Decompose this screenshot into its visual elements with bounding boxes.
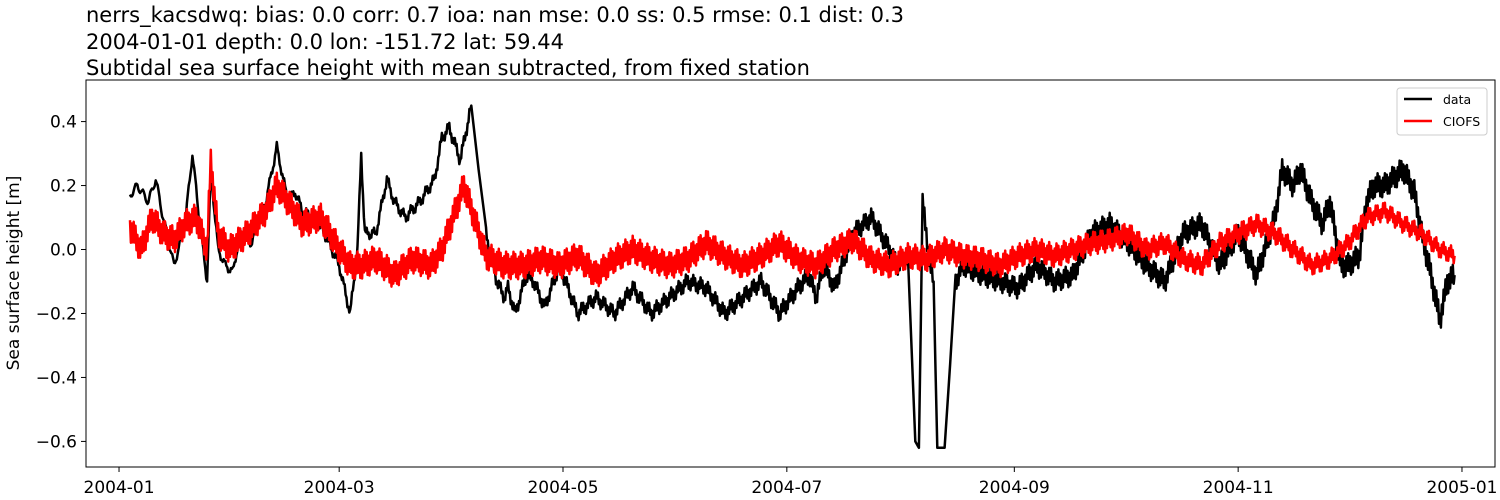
legend-label-ciofs: CIOFS	[1443, 114, 1480, 129]
y-tick-label: 0.0	[50, 241, 77, 261]
chart-title-line-3: Subtidal sea surface height with mean su…	[86, 56, 810, 80]
chart-title-group: nerrs_kacsdwq: bias: 0.0 corr: 0.7 ioa: …	[86, 3, 904, 80]
series-layer	[128, 104, 1456, 450]
x-tick-label: 2004-09	[979, 478, 1050, 498]
series-line-data	[128, 104, 1456, 450]
y-tick-label: 0.2	[50, 177, 77, 197]
x-tick-label: 2004-07	[751, 478, 822, 498]
x-tick-label: 2005-01	[1426, 478, 1497, 498]
x-tick-label: 2004-03	[304, 478, 375, 498]
y-tick-label: 0.4	[50, 113, 77, 133]
series-line-ciofs	[128, 148, 1456, 288]
y-tick-label: −0.6	[36, 432, 77, 452]
chart-title-line-2: 2004-01-01 depth: 0.0 lon: -151.72 lat: …	[86, 30, 564, 54]
y-axis: 0.4 0.2 0.0 −0.2 −0.4 −0.6	[36, 113, 86, 452]
x-axis: 2004-01 2004-03 2004-05 2004-07 2004-09 2004-…	[84, 467, 1497, 498]
x-tick-label: 2004-01	[84, 478, 155, 498]
legend: data CIOFS	[1396, 87, 1488, 136]
legend-label-data: data	[1443, 92, 1471, 107]
y-tick-label: −0.4	[36, 368, 77, 388]
x-tick-label: 2004-11	[1203, 478, 1274, 498]
x-tick-label: 2004-05	[527, 478, 598, 498]
y-axis-label: Sea surface height [m]	[4, 176, 24, 371]
y-tick-label: −0.2	[36, 304, 77, 324]
plot-frame	[85, 79, 1496, 468]
chart-title-line-1: nerrs_kacsdwq: bias: 0.0 corr: 0.7 ioa: …	[86, 3, 904, 28]
